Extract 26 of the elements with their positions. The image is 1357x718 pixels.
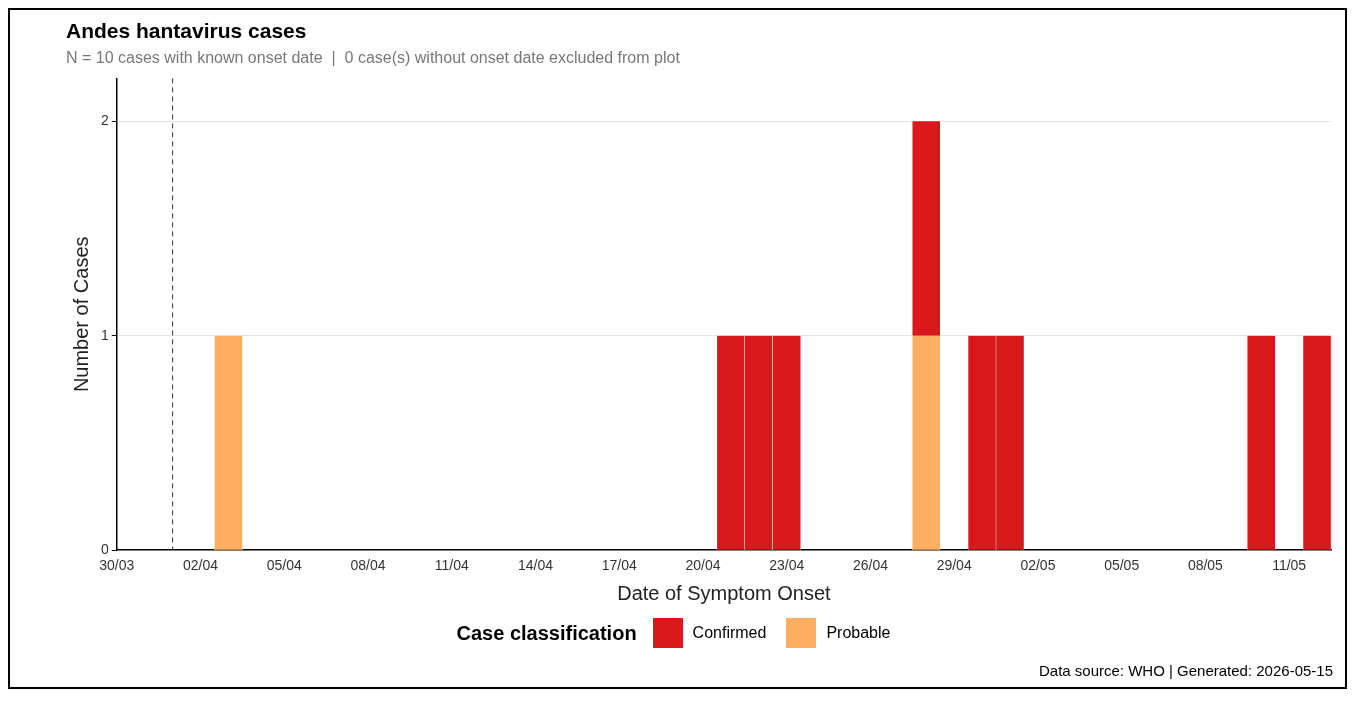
- legend-label: Probable: [825, 623, 891, 643]
- x-tick-label: 08/05: [1187, 557, 1224, 574]
- x-tick-label: 08/04: [350, 557, 386, 574]
- x-tick-label: 30/03: [99, 557, 135, 574]
- x-tick-label: 14/04: [517, 557, 554, 574]
- source-note: Data source: WHO | Generated: 2026-05-15: [1037, 661, 1334, 681]
- x-tick-label: 05/05: [1104, 557, 1140, 574]
- chart-title: Andes hantavirus cases: [66, 19, 307, 43]
- y-tick-label: 2: [100, 112, 109, 129]
- y-tick-label: 1: [100, 326, 109, 343]
- x-tick-label: 02/04: [183, 557, 219, 574]
- y-axis-title: Number of Cases: [69, 236, 92, 393]
- x-tick-label: 17/04: [601, 557, 637, 574]
- x-tick-label: 23/04: [769, 557, 805, 574]
- y-tick-label: 0: [100, 541, 109, 558]
- x-tick-label: 02/05: [1020, 557, 1056, 574]
- x-tick-label: 29/04: [936, 557, 972, 574]
- chart-subtitle: N = 10 cases with known onset date | 0 case(s) without onset date excluded from plot: [66, 49, 681, 67]
- legend-title: Case classification: [456, 621, 637, 645]
- x-tick-label: 05/04: [266, 557, 302, 574]
- x-tick-label: 20/04: [685, 557, 721, 574]
- x-tick-label: 26/04: [852, 557, 889, 574]
- x-tick-label: 11/05: [1272, 557, 1307, 574]
- legend-label: Confirmed: [691, 623, 767, 643]
- x-axis-title: Date of Symptom Onset: [617, 581, 832, 604]
- x-tick-label: 11/04: [434, 557, 469, 574]
